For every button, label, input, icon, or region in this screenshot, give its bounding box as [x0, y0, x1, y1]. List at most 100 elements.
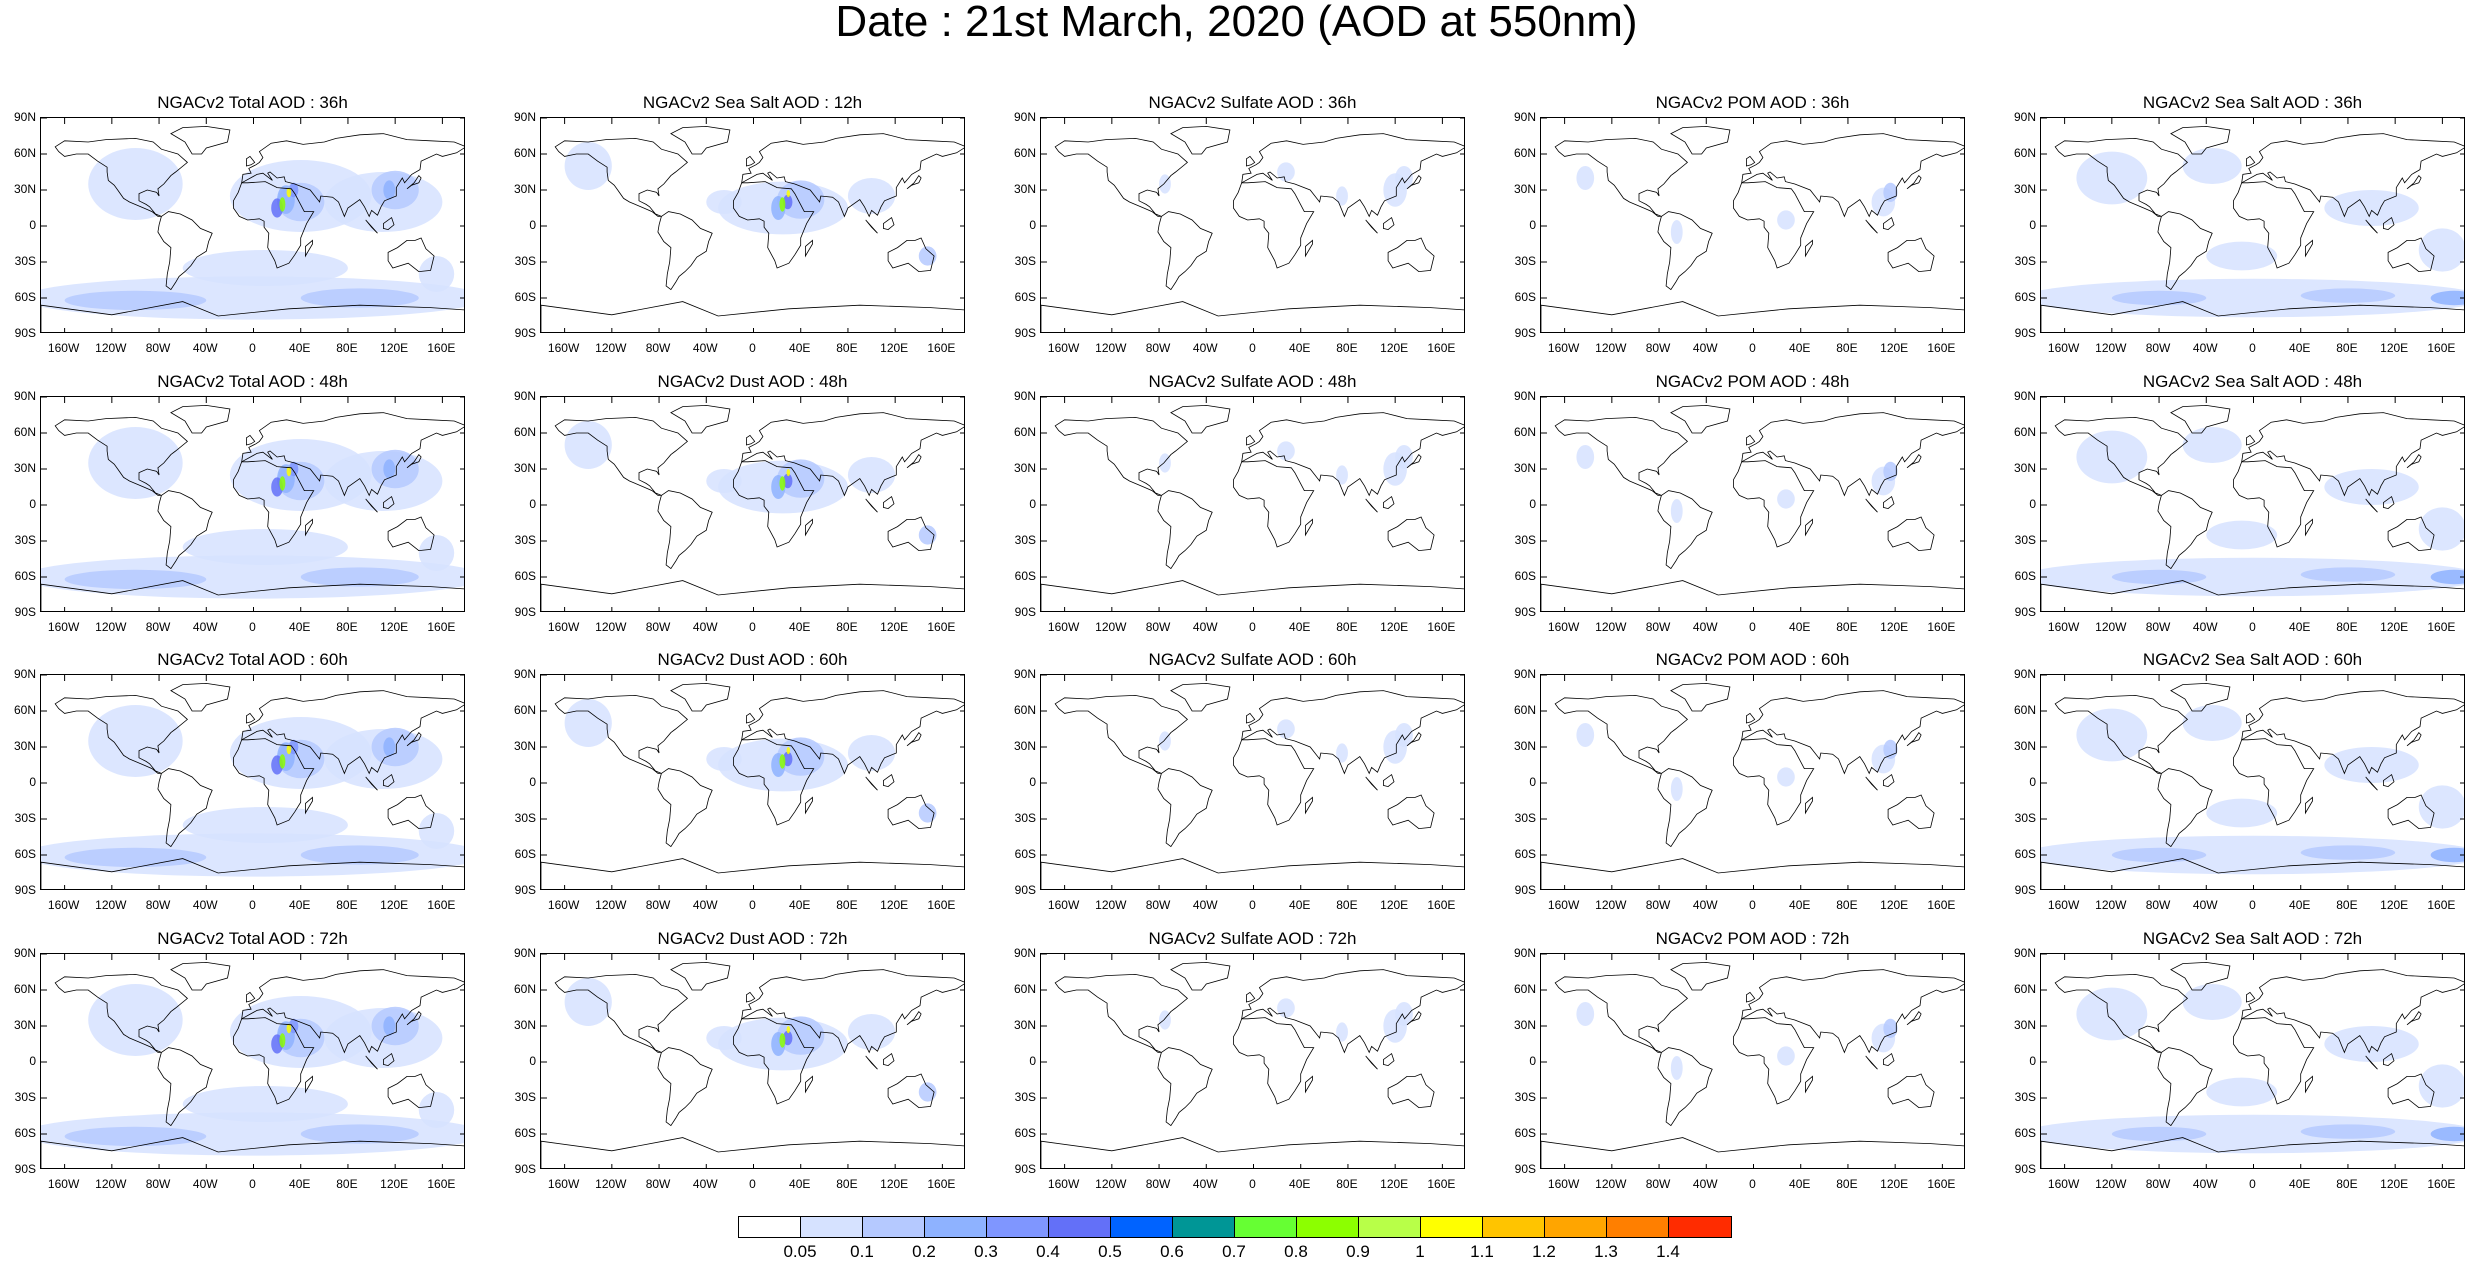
longitude-label: 160W: [547, 1177, 580, 1191]
coastline: [1657, 490, 1713, 570]
aod-patch: [383, 1016, 396, 1036]
coastline: [2157, 1047, 2213, 1127]
aod-map: [541, 118, 964, 332]
latitude-label: 30S: [14, 533, 36, 547]
longitude-label: 120W: [1595, 898, 1627, 912]
aod-map: [1541, 118, 1964, 332]
coastline: [865, 498, 878, 513]
coastline: [2387, 1073, 2435, 1109]
longitude-label: 120W: [95, 1177, 127, 1191]
longitude-label: 120E: [380, 1177, 409, 1191]
aod-patch: [847, 735, 896, 771]
aod-patch: [286, 744, 292, 755]
coastline: [1365, 219, 1378, 234]
latitude-label: 90N: [2013, 110, 2036, 124]
map-frame: [2040, 674, 2465, 890]
coastline: [1732, 1017, 1815, 1105]
latitude-label: 90S: [1514, 1162, 1536, 1176]
coastline: [2170, 125, 2231, 155]
colorbar-swatch: [1607, 1217, 1669, 1237]
longitude-label: 160E: [927, 341, 956, 355]
latitude-label: 90S: [514, 883, 536, 897]
coastline: [245, 434, 256, 446]
longitude-label: 0: [249, 898, 256, 912]
map-frame: [40, 953, 465, 1169]
coastline: [245, 155, 256, 167]
aod-patch: [1395, 166, 1413, 190]
coastline: [1657, 211, 1713, 291]
longitude-label: 80E: [1836, 341, 1858, 355]
aod-patch: [2041, 1114, 2464, 1154]
coastline: [1732, 181, 1815, 269]
aod-patch: [847, 1014, 896, 1050]
panel-title: NGACv2 POM AOD : 48h: [1655, 372, 1850, 391]
coastline: [365, 776, 378, 791]
coastline: [1245, 712, 1256, 724]
panel-title: NGACv2 Dust AOD : 72h: [657, 929, 848, 948]
map-panel: NGACv2 Sulfate AOD : 36h 90N 60N 30N 0 30S 60S…: [1014, 93, 1465, 369]
coastline: [657, 768, 713, 848]
colorbar-label: 0.3: [974, 1242, 998, 1261]
colorbar-swatch: [863, 1217, 925, 1237]
latitude-label: 90S: [514, 605, 536, 619]
coastline: [1232, 1017, 1315, 1105]
aod-patch: [783, 473, 793, 489]
aod-patch: [2324, 469, 2419, 505]
coastline: [157, 1047, 213, 1127]
coastline: [2382, 495, 2395, 510]
coastline: [906, 174, 922, 190]
longitude-label: 80W: [2145, 620, 2171, 634]
aod-patch: [64, 1126, 207, 1146]
coastline: [387, 516, 435, 552]
aod-patch: [288, 1018, 299, 1034]
aod-patch: [279, 754, 286, 769]
colorbar-swatch: [1359, 1217, 1421, 1237]
coastline: [741, 412, 964, 497]
longitude-label: 0: [749, 898, 756, 912]
longitude-label: 80W: [1145, 341, 1171, 355]
longitude-label: 120E: [1380, 1177, 1409, 1191]
coastline: [406, 1010, 422, 1026]
latitude-label: 60N: [1513, 146, 1536, 160]
coastline: [887, 516, 935, 552]
aod-patch: [88, 148, 183, 220]
coastline: [1804, 518, 1813, 537]
coastline: [1554, 416, 1689, 496]
panel-title: NGACv2 POM AOD : 36h: [1655, 93, 1850, 112]
latitude-label: 30S: [2014, 811, 2036, 825]
colorbar-label: 0.2: [912, 1242, 936, 1261]
colorbar-label: 0.05: [783, 1242, 817, 1261]
aod-patch: [88, 984, 183, 1056]
aod-patch: [286, 1023, 292, 1034]
aod-map: [541, 397, 964, 611]
map-frame: [1040, 117, 1465, 333]
latitude-label: 60S: [1514, 1126, 1536, 1140]
coastline: [1745, 991, 1756, 1003]
aod-patch: [64, 569, 207, 589]
aod-patch: [706, 1026, 742, 1050]
latitude-labels: 90N 60N 30N 0 30S 60S 90S: [500, 111, 536, 339]
aod-field: [2041, 148, 2464, 318]
colorbar-swatch: [1235, 1217, 1297, 1237]
coastline: [865, 776, 878, 791]
coastline: [732, 1017, 815, 1105]
longitude-label: 160E: [927, 898, 956, 912]
coastline: [1041, 1137, 1464, 1168]
aod-patch: [418, 813, 455, 849]
longitude-label: 40W: [2192, 1177, 2218, 1191]
latitude-label: 0: [29, 218, 36, 232]
coastline: [406, 174, 422, 190]
latitude-label: 30N: [1513, 182, 1536, 196]
latitude-label: 30N: [13, 739, 36, 753]
coastline: [1170, 404, 1231, 434]
aod-patch: [418, 1092, 455, 1128]
coastline: [382, 773, 395, 788]
longitude-label: 80W: [145, 1177, 171, 1191]
longitude-label: 40W: [692, 898, 718, 912]
latitude-label: 0: [529, 1054, 536, 1068]
longitude-label: 160E: [2427, 1177, 2456, 1191]
longitude-label: 160W: [47, 898, 80, 912]
map-frame: [2040, 953, 2465, 1169]
coastline: [387, 794, 435, 830]
aod-patch: [777, 180, 825, 219]
